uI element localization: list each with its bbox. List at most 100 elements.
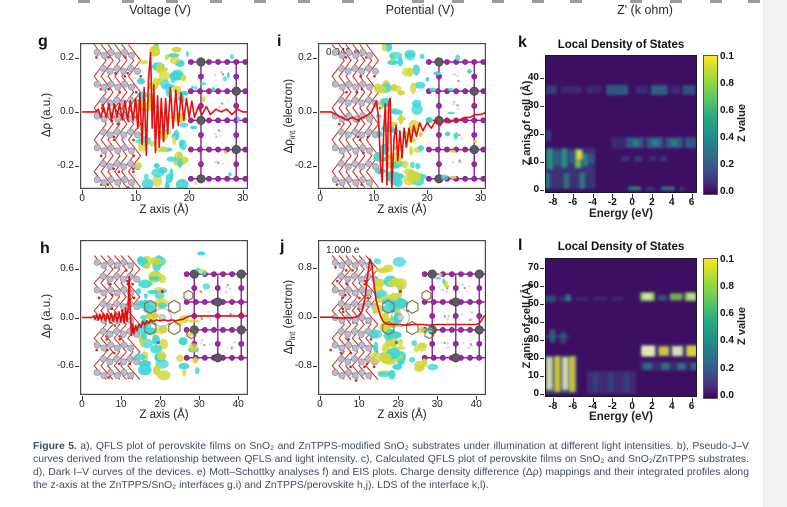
tick-mark bbox=[189, 189, 191, 194]
tick-label: 0.0 bbox=[720, 389, 734, 401]
tick-label: 0 bbox=[629, 401, 635, 412]
tick-mark bbox=[540, 133, 544, 135]
tick-mark bbox=[81, 395, 83, 400]
tick-label: 0.1 bbox=[720, 50, 734, 62]
tick-label: -6 bbox=[568, 401, 578, 412]
tick-label: 10 bbox=[368, 193, 380, 204]
figure-caption-number: Figure 5. bbox=[33, 441, 77, 452]
tick-label: -4 bbox=[588, 197, 597, 208]
tick-label: 0.0 bbox=[720, 185, 734, 197]
tick-label: 30 bbox=[237, 193, 249, 204]
tick-label: 30 bbox=[527, 99, 539, 111]
tick-mark bbox=[632, 397, 634, 402]
tick-label: 0 bbox=[629, 197, 635, 208]
tick-mark bbox=[313, 166, 317, 168]
tick-label: 40 bbox=[527, 71, 539, 83]
tick-label: 0.8 bbox=[720, 280, 734, 292]
tick-label: 20 bbox=[154, 399, 166, 410]
tick-label: 2 bbox=[649, 197, 655, 208]
cropped-axis-label-voltage: Voltage (V) bbox=[129, 3, 191, 17]
tick-mark bbox=[592, 193, 594, 198]
tick-mark bbox=[313, 57, 317, 59]
tick-label: 0.0 bbox=[60, 105, 74, 117]
panel-k-xlabel: Energy (eV) bbox=[589, 208, 653, 220]
tick-mark bbox=[437, 395, 439, 400]
figure-caption: Figure 5. a), QFLS plot of perovskite fi… bbox=[33, 441, 749, 493]
tick-label: -2 bbox=[607, 401, 617, 412]
panel-i-label: i bbox=[277, 33, 282, 50]
panel-j-annotation: 1.000 e bbox=[326, 245, 360, 256]
tick-label: 40 bbox=[232, 399, 244, 410]
tick-label: 20 bbox=[392, 399, 404, 410]
tick-label: 0.6 bbox=[720, 104, 734, 116]
tick-label: 30 bbox=[431, 399, 443, 410]
tick-mark bbox=[592, 397, 594, 402]
panel-h-xlabel: Z axis (Å) bbox=[139, 409, 189, 421]
panel-j-xlabel: Z axis (Å) bbox=[377, 409, 427, 421]
tick-mark bbox=[75, 57, 79, 59]
tick-label: 0.1 bbox=[720, 253, 734, 265]
tick-mark bbox=[572, 193, 574, 198]
figure-caption-text: a), QFLS plot of perovskite films on SnO… bbox=[33, 441, 749, 491]
tick-mark bbox=[75, 268, 79, 270]
tick-label: 0.4 bbox=[720, 335, 734, 347]
tick-mark bbox=[691, 397, 693, 402]
tick-mark bbox=[82, 189, 84, 194]
tick-mark bbox=[75, 366, 79, 368]
tick-mark bbox=[540, 394, 544, 396]
tick-label: -0.2 bbox=[294, 160, 312, 172]
tick-label: 0.6 bbox=[720, 308, 734, 320]
tick-mark bbox=[540, 267, 544, 269]
tick-mark bbox=[75, 317, 79, 319]
tick-mark bbox=[671, 397, 673, 402]
cropped-axis-label-zprime: Z' (k ohm) bbox=[617, 3, 673, 17]
tick-label: 20 bbox=[527, 352, 539, 364]
tick-mark bbox=[480, 189, 482, 194]
panel-g-label: g bbox=[38, 33, 48, 50]
tick-label: 20 bbox=[421, 193, 433, 204]
tick-mark bbox=[540, 340, 544, 342]
tick-label: 6 bbox=[688, 401, 695, 412]
panel-l-xlabel: Energy (eV) bbox=[589, 411, 653, 423]
tick-label: 0.0 bbox=[60, 311, 74, 323]
panel-g-xlabel: Z axis (Å) bbox=[139, 204, 189, 216]
tick-label: 30 bbox=[527, 334, 539, 346]
tick-mark bbox=[313, 111, 317, 113]
page-margin-strip bbox=[763, 0, 787, 507]
tick-label: 0.6 bbox=[60, 262, 74, 274]
tick-label: 70 bbox=[527, 261, 539, 273]
panel-l-heatmap bbox=[545, 258, 697, 397]
panel-k-label: k bbox=[518, 34, 527, 51]
tick-label: 10 bbox=[115, 399, 127, 410]
tick-mark bbox=[540, 162, 544, 164]
panel-k-title: Local Density of States bbox=[557, 39, 685, 51]
tick-mark bbox=[540, 77, 544, 79]
tick-mark bbox=[199, 395, 201, 400]
tick-mark bbox=[313, 317, 317, 319]
tick-label: -8 bbox=[548, 197, 558, 208]
tick-mark bbox=[612, 193, 614, 198]
tick-label: 10 bbox=[527, 156, 539, 168]
tick-mark bbox=[359, 395, 361, 400]
tick-label: -8 bbox=[548, 401, 558, 412]
tick-label: 0.2 bbox=[60, 51, 74, 63]
tick-label: 10 bbox=[130, 193, 142, 204]
tick-mark bbox=[319, 395, 321, 400]
panel-l-title: Local Density of States bbox=[557, 241, 685, 253]
tick-label: 30 bbox=[475, 193, 487, 204]
tick-mark bbox=[552, 193, 554, 198]
tick-mark bbox=[373, 189, 375, 194]
tick-label: -2 bbox=[607, 197, 617, 208]
panel-i-plot bbox=[318, 43, 486, 189]
tick-mark bbox=[540, 358, 544, 360]
tick-mark bbox=[313, 366, 317, 368]
tick-label: 0 bbox=[317, 193, 323, 204]
panel-h-label: h bbox=[40, 240, 50, 257]
tick-label: 10 bbox=[527, 370, 539, 382]
tick-mark bbox=[476, 395, 478, 400]
tick-mark bbox=[238, 395, 240, 400]
tick-label: -0.6 bbox=[56, 360, 74, 372]
tick-label: 4 bbox=[668, 401, 675, 412]
panel-k-colorbar bbox=[703, 55, 718, 195]
